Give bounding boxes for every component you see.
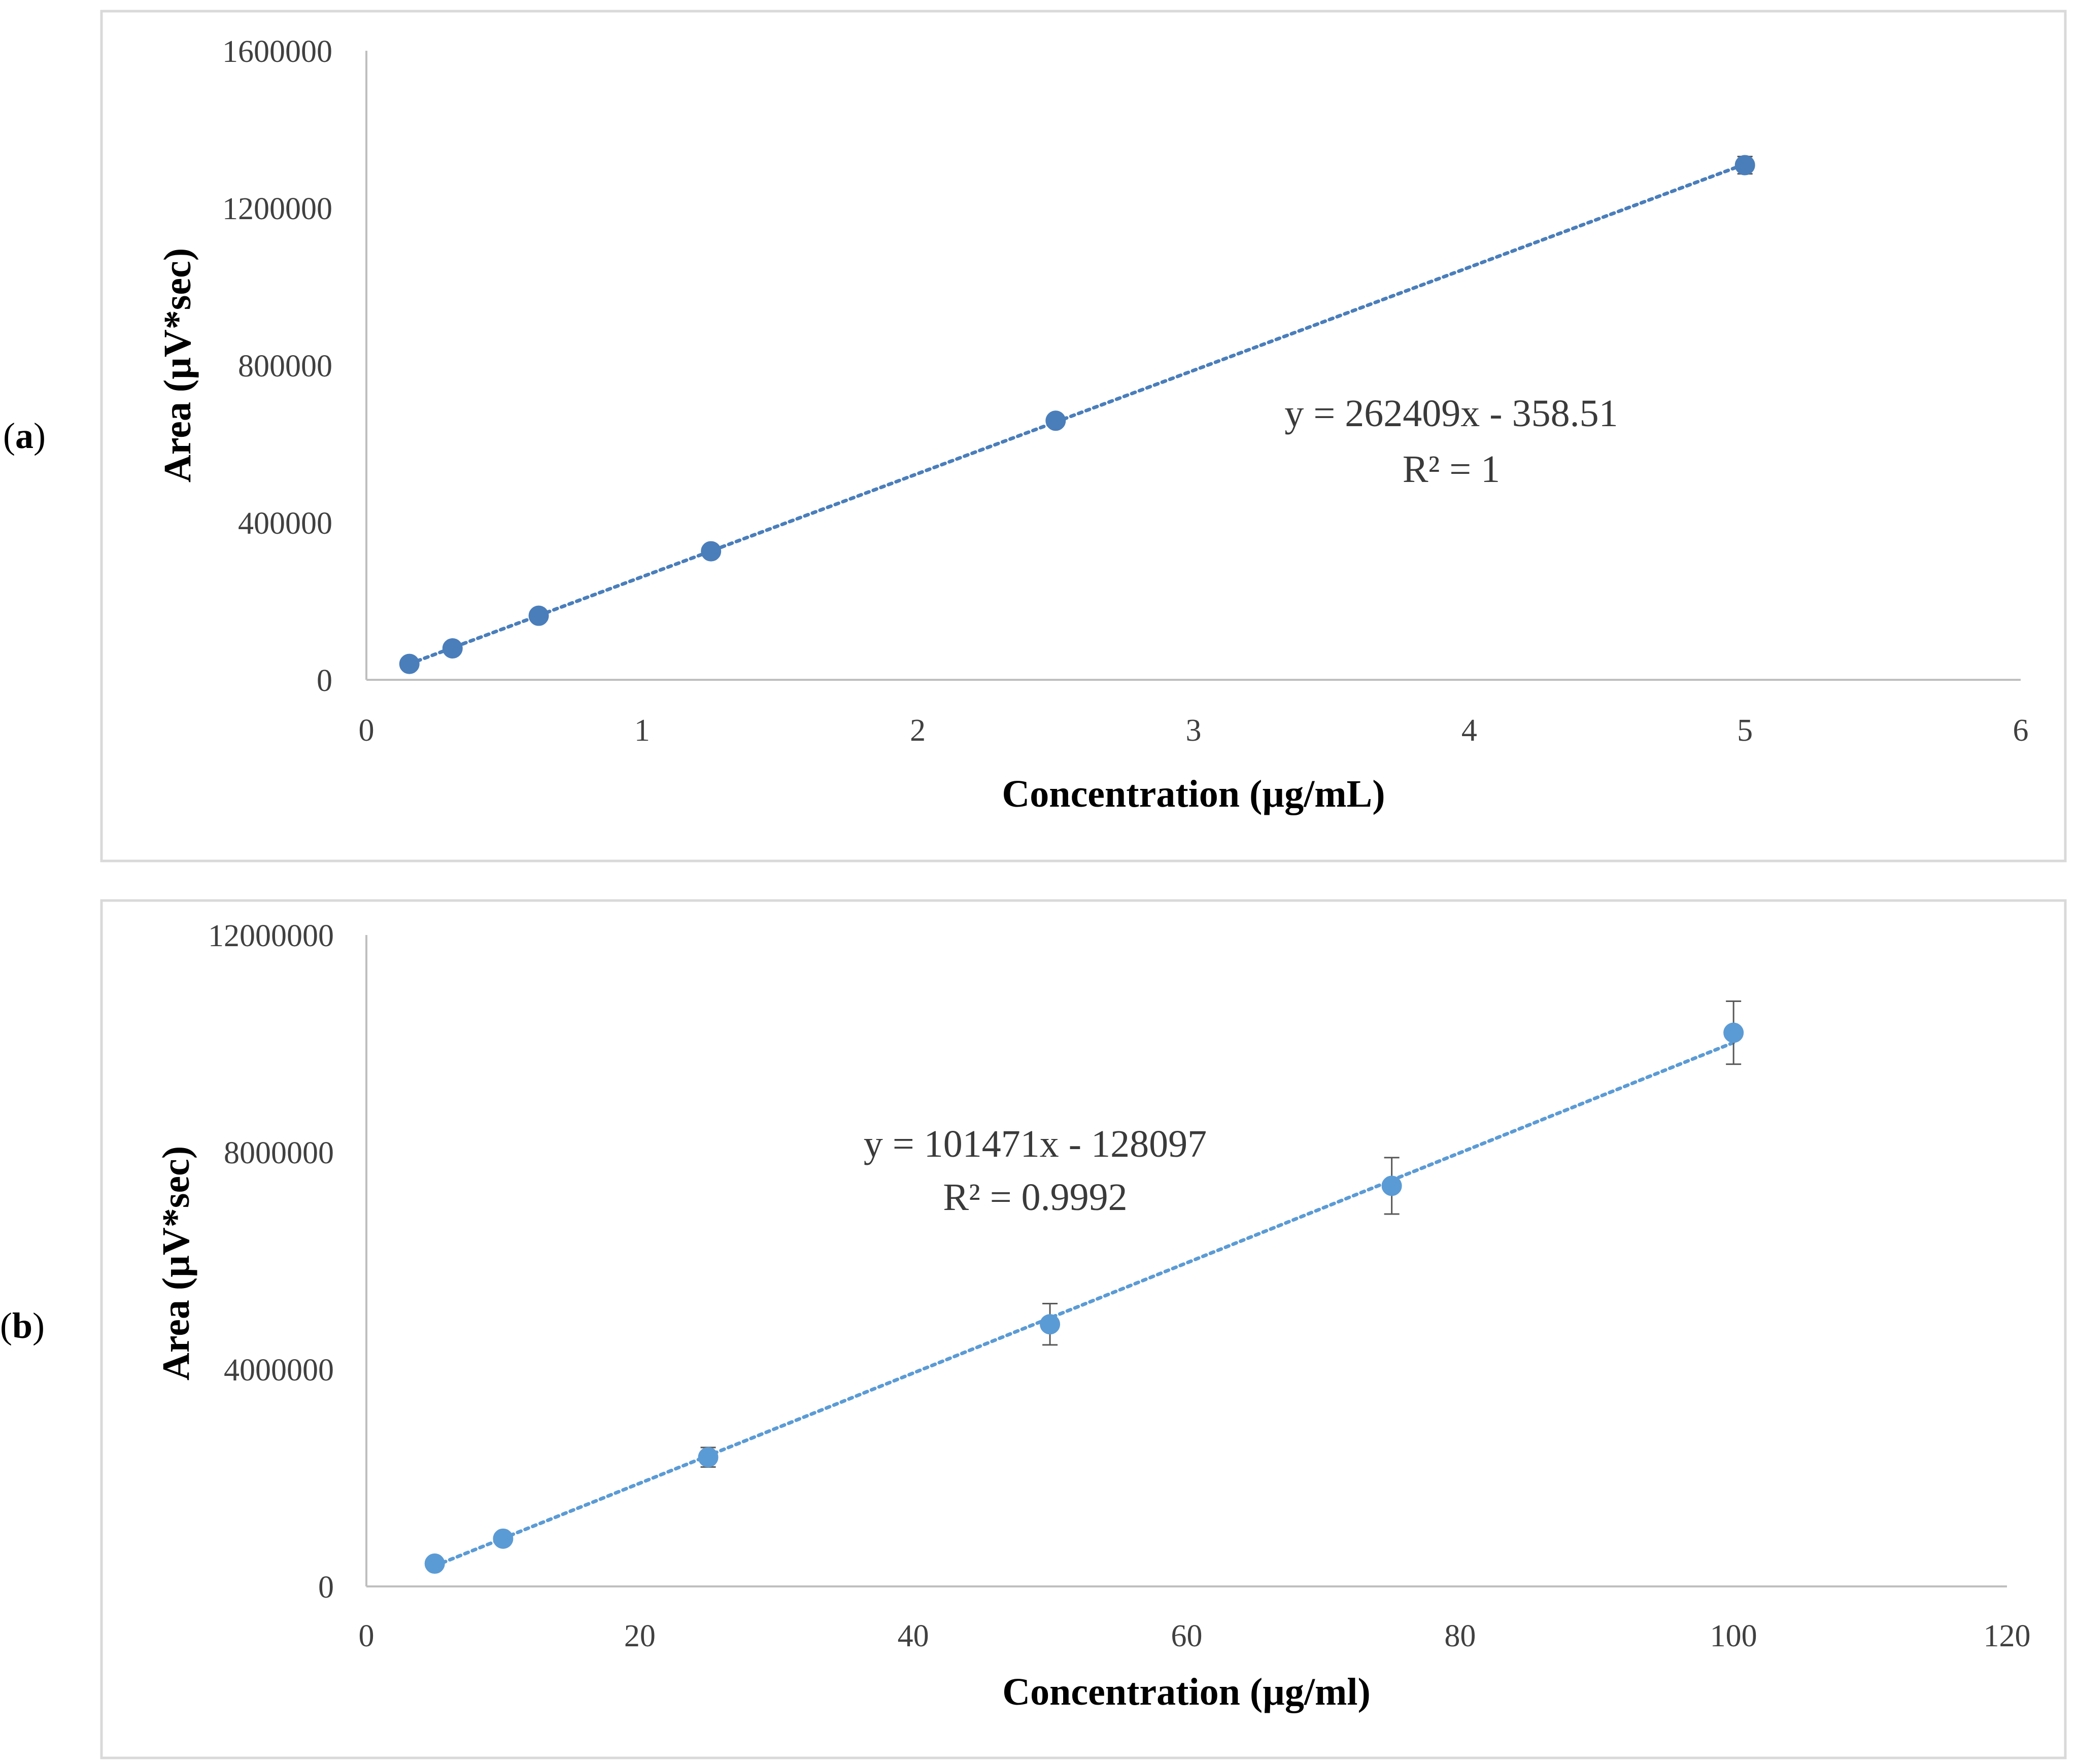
y-axis-title: Area (µV*sec) <box>155 1146 197 1380</box>
data-point <box>493 1528 514 1549</box>
x-tick-label: 4 <box>1461 713 1477 748</box>
y-tick-label: 0 <box>318 1570 334 1605</box>
data-point <box>1723 1022 1744 1043</box>
panel-label-b: (b) <box>0 1305 45 1346</box>
trendline <box>407 162 1747 666</box>
x-tick-label: 0 <box>359 1619 374 1653</box>
y-axis-title: Area (µV*sec) <box>156 248 199 482</box>
y-tick-label: 800000 <box>238 349 332 384</box>
y-tick-label: 8000000 <box>224 1136 334 1170</box>
data-point <box>1040 1314 1061 1335</box>
x-tick-label: 0 <box>359 713 374 748</box>
x-tick-label: 60 <box>1171 1619 1203 1653</box>
y-tick-label: 12000000 <box>208 919 334 953</box>
x-tick-label: 2 <box>910 713 926 748</box>
x-axis-title: Concentration (µg/ml) <box>1002 1671 1371 1713</box>
trendline-equation: y = 262409x - 358.51 <box>1284 392 1618 435</box>
trendline <box>433 1041 1735 1568</box>
x-tick-label: 1 <box>634 713 650 748</box>
y-tick-label: 1200000 <box>222 192 332 226</box>
data-point <box>399 653 420 674</box>
data-point <box>1045 410 1066 431</box>
data-point <box>701 541 722 562</box>
data-point <box>1734 155 1755 176</box>
x-axis-title: Concentration (µg/mL) <box>1002 773 1385 815</box>
x-tick-label: 40 <box>898 1619 929 1653</box>
trendline-equation: y = 101471x - 128097 <box>864 1123 1207 1165</box>
x-tick-label: 6 <box>2013 713 2029 748</box>
chart-a: 0 1 2 3 4 5 6 0 400000 800000 1200000 1600000 Concen… <box>100 10 2067 862</box>
y-tick-label: 400000 <box>238 506 332 541</box>
y-tick-label: 4000000 <box>224 1353 334 1388</box>
chart-b: 0 20 40 60 80 100 120 0 4000000 8000000 12000000 Co… <box>100 899 2067 1759</box>
y-tick-label: 0 <box>317 664 332 698</box>
x-tick-label: 20 <box>624 1619 656 1653</box>
x-tick-label: 120 <box>1984 1619 2031 1653</box>
data-point <box>442 638 463 659</box>
data-point <box>1381 1175 1402 1196</box>
chart-frame <box>100 899 2067 1759</box>
x-tick-label: 5 <box>1737 713 1753 748</box>
data-point <box>528 605 549 626</box>
panel-label-a: (a) <box>3 416 46 456</box>
chart-frame <box>100 10 2067 862</box>
y-tick-label: 1600000 <box>222 34 332 69</box>
r-squared-label: R² = 0.9992 <box>943 1176 1127 1219</box>
data-point <box>424 1553 445 1574</box>
x-tick-label: 3 <box>1186 713 1202 748</box>
x-tick-label: 100 <box>1710 1619 1757 1653</box>
r-squared-label: R² = 1 <box>1403 448 1500 491</box>
data-point <box>698 1447 719 1468</box>
x-tick-label: 80 <box>1444 1619 1476 1653</box>
